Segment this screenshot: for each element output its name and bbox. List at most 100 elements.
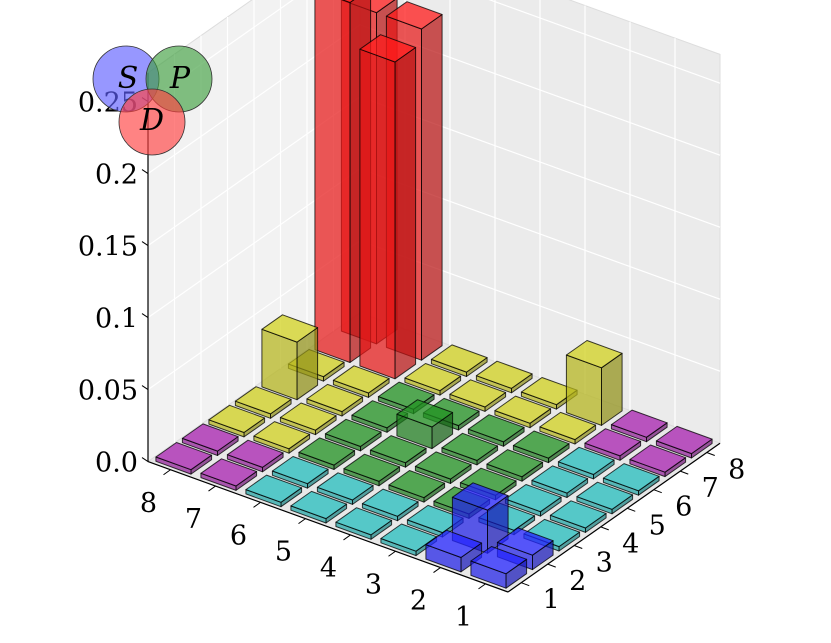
y-tick-label: 6 (230, 520, 247, 551)
bar-7-3 (539, 411, 597, 445)
bar-3-8 (208, 404, 266, 438)
bar-7-1 (629, 444, 687, 478)
y-tick-mark (208, 485, 216, 492)
bar-3-6 (298, 437, 356, 470)
bar-top (290, 490, 348, 520)
x-tick-label: 3 (596, 548, 613, 579)
bar-1-6 (245, 474, 303, 508)
bar-top (496, 527, 554, 556)
bar-1-2 (425, 529, 483, 573)
z-tick-mark (141, 241, 149, 247)
bar-top (359, 34, 417, 63)
bar-top (155, 442, 213, 471)
bar-7-2 (584, 428, 642, 461)
venn-label-p: P (169, 61, 191, 96)
bar-8-3 (565, 340, 623, 426)
x-tick-mark (680, 470, 689, 475)
z-tick-mark (141, 169, 149, 175)
bar-3-4 (388, 470, 446, 503)
venn-legend: S PD (92, 45, 213, 156)
y-tick-mark (253, 501, 261, 508)
x-tick-label: 2 (569, 566, 586, 597)
bar-top (361, 488, 419, 517)
x-tick-mark (521, 582, 530, 587)
bar-top (324, 418, 382, 447)
bar-top (557, 446, 615, 475)
x-tick-mark (574, 545, 583, 549)
bar-4-7 (279, 402, 337, 436)
bar-top (388, 470, 446, 499)
venn-label-s: S (118, 61, 139, 96)
y-tick-label: 3 (365, 569, 382, 600)
bar-top (584, 428, 642, 457)
bar-top (341, 0, 355, 3)
bar-8-1 (655, 425, 713, 459)
bar-5-5 (396, 399, 454, 450)
bar-4-2 (504, 484, 562, 517)
bar-top (404, 363, 462, 392)
bar-3-5 (343, 453, 401, 487)
bar-top (335, 507, 393, 536)
bar-2-8 (181, 423, 239, 456)
x-axis-line (507, 442, 721, 593)
grid-line (147, 0, 721, 103)
z-tick-mark (141, 313, 149, 319)
bar-top (451, 482, 509, 511)
bar-7-4 (494, 395, 552, 429)
bar-top (629, 444, 687, 473)
bar-3-7 (253, 421, 311, 454)
bar-top (279, 402, 337, 431)
bar-top (475, 360, 533, 389)
bar-6-2 (557, 446, 615, 480)
bar-top (565, 340, 623, 369)
bar-top (245, 474, 303, 503)
x-tick-mark (627, 507, 636, 512)
y-tick-label: 2 (410, 586, 427, 617)
x-tick-label: 4 (622, 529, 639, 560)
y-tick-mark (433, 567, 441, 573)
x-tick-label: 6 (675, 492, 692, 523)
bar-top (602, 463, 660, 492)
y-axis-line (147, 461, 509, 593)
x-tick-label: 1 (543, 585, 560, 616)
bar-4-4 (414, 451, 472, 484)
bar-top (467, 414, 525, 443)
y-tick-label: 7 (185, 504, 202, 535)
z-tick-label: 0.2 (95, 160, 138, 191)
bar-top (181, 423, 239, 452)
bar-top (271, 456, 329, 485)
bar-top (208, 404, 266, 433)
bar-top (512, 430, 570, 459)
x-tick-mark (600, 526, 609, 531)
bar-top (441, 432, 499, 461)
bar-2-4 (361, 488, 419, 522)
z-tick-label: 0.1 (95, 304, 138, 335)
y-tick-mark (388, 550, 396, 557)
x-tick-mark (547, 563, 556, 568)
bar-5-1 (576, 481, 634, 515)
bar-4-8 (234, 386, 292, 419)
bar-top (610, 409, 668, 438)
bar-5-2 (531, 465, 589, 498)
bar-top (531, 465, 589, 494)
bar-5-4 (441, 432, 499, 466)
grid-lines (147, 0, 721, 443)
bar-top (549, 500, 607, 529)
bar-top (414, 451, 472, 480)
bar-top (430, 344, 488, 373)
x-tick-label: 5 (649, 510, 666, 541)
bar-top (494, 395, 552, 424)
bar-top (253, 421, 311, 450)
bar-top (316, 472, 374, 501)
venn-circle-d (118, 88, 186, 156)
y-tick-mark (298, 518, 306, 525)
bar-7-6 (404, 363, 462, 396)
y-tick-label: 4 (320, 553, 337, 584)
x-tick-label: 8 (728, 455, 745, 486)
z-tick-mark (141, 385, 149, 391)
bar-top (226, 439, 284, 468)
y-tick-mark (163, 469, 171, 476)
z-tick-label: 0.15 (78, 232, 138, 263)
